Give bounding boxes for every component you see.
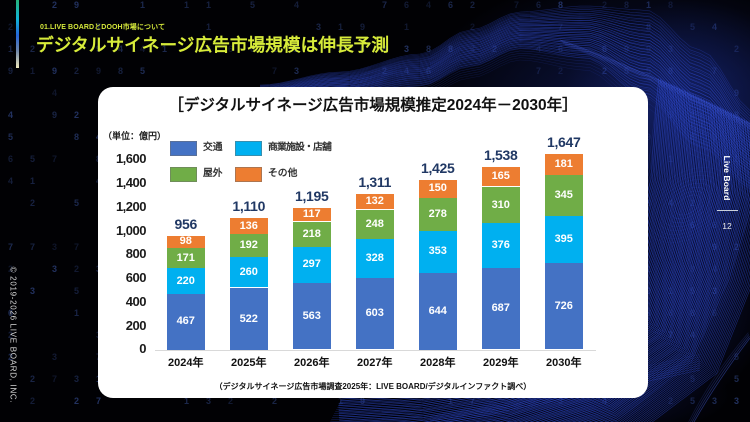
svg-text:1: 1 [162, 44, 167, 54]
svg-text:4: 4 [426, 0, 431, 10]
svg-text:7: 7 [30, 242, 35, 252]
svg-text:7: 7 [52, 374, 57, 384]
svg-text:3: 3 [52, 352, 57, 362]
svg-text:2: 2 [294, 44, 299, 54]
svg-text:6: 6 [8, 308, 13, 318]
svg-text:7: 7 [382, 0, 387, 10]
svg-text:6: 6 [8, 154, 13, 164]
svg-text:5: 5 [74, 198, 79, 208]
svg-text:2: 2 [228, 396, 233, 406]
svg-text:2: 2 [30, 396, 35, 406]
svg-text:4: 4 [118, 44, 123, 54]
svg-text:4: 4 [404, 66, 409, 76]
svg-text:2: 2 [272, 396, 277, 406]
svg-text:9: 9 [52, 66, 57, 76]
svg-text:2: 2 [8, 330, 13, 340]
svg-text:1: 1 [272, 44, 277, 54]
svg-text:3: 3 [404, 44, 409, 54]
svg-text:8: 8 [426, 44, 431, 54]
svg-text:2: 2 [30, 374, 35, 384]
svg-text:6: 6 [448, 0, 453, 10]
svg-text:4: 4 [8, 110, 13, 120]
svg-text:7: 7 [52, 154, 57, 164]
svg-text:2: 2 [382, 66, 387, 76]
svg-text:2: 2 [74, 264, 79, 274]
svg-text:9: 9 [74, 0, 79, 10]
svg-text:1: 1 [338, 396, 343, 406]
svg-text:3: 3 [734, 396, 739, 406]
svg-text:1: 1 [206, 0, 211, 10]
svg-text:2: 2 [8, 264, 13, 274]
svg-text:9: 9 [52, 110, 57, 120]
svg-text:1: 1 [404, 22, 409, 32]
svg-text:3: 3 [294, 66, 299, 76]
svg-text:3: 3 [52, 264, 57, 274]
svg-text:9: 9 [96, 44, 101, 54]
svg-text:8: 8 [118, 66, 123, 76]
svg-text:5: 5 [74, 286, 79, 296]
svg-text:6: 6 [206, 44, 211, 54]
svg-text:1: 1 [184, 396, 189, 406]
svg-text:4: 4 [140, 44, 145, 54]
svg-text:9: 9 [360, 22, 365, 32]
svg-text:7: 7 [96, 396, 101, 406]
svg-text:6: 6 [360, 44, 365, 54]
svg-text:1: 1 [74, 308, 79, 318]
svg-text:1: 1 [30, 176, 35, 186]
svg-text:2: 2 [8, 352, 13, 362]
svg-text:7: 7 [8, 242, 13, 252]
svg-text:1: 1 [338, 22, 343, 32]
svg-text:7: 7 [74, 242, 79, 252]
svg-text:4: 4 [52, 88, 57, 98]
svg-text:3: 3 [316, 22, 321, 32]
svg-text:1: 1 [184, 0, 189, 10]
svg-text:3: 3 [52, 242, 57, 252]
svg-text:6: 6 [404, 0, 409, 10]
svg-text:2: 2 [8, 22, 13, 32]
svg-text:2: 2 [52, 0, 57, 10]
svg-text:8: 8 [382, 44, 387, 54]
svg-text:2: 2 [74, 66, 79, 76]
svg-text:7: 7 [272, 66, 277, 76]
svg-text:9: 9 [96, 66, 101, 76]
svg-text:7: 7 [96, 22, 101, 32]
svg-text:8: 8 [74, 132, 79, 142]
svg-text:9: 9 [8, 66, 13, 76]
svg-text:1: 1 [140, 0, 145, 10]
svg-text:5: 5 [30, 154, 35, 164]
svg-text:1: 1 [206, 22, 211, 32]
svg-text:5: 5 [250, 0, 255, 10]
svg-text:1: 1 [30, 66, 35, 76]
svg-text:2: 2 [74, 396, 79, 406]
svg-text:2: 2 [30, 198, 35, 208]
svg-text:6: 6 [228, 44, 233, 54]
svg-text:5: 5 [8, 132, 13, 142]
svg-text:2: 2 [30, 44, 35, 54]
svg-text:6: 6 [250, 44, 255, 54]
svg-text:4: 4 [338, 44, 343, 54]
svg-text:3: 3 [30, 286, 35, 296]
svg-text:3: 3 [74, 374, 79, 384]
svg-text:4: 4 [294, 0, 299, 10]
svg-text:3: 3 [206, 396, 211, 406]
svg-text:5: 5 [140, 66, 145, 76]
svg-text:2: 2 [470, 0, 475, 10]
svg-text:4: 4 [8, 176, 13, 186]
svg-text:2: 2 [74, 110, 79, 120]
svg-text:1: 1 [8, 44, 13, 54]
